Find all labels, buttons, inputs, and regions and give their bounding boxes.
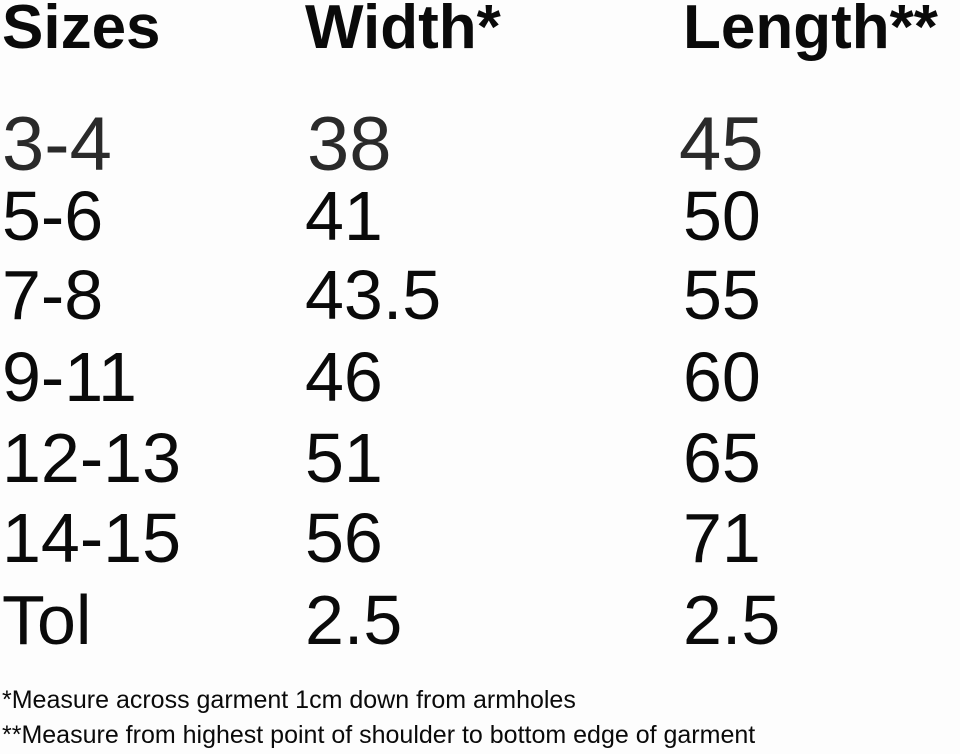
width-cell: 2.5 <box>305 581 403 659</box>
size-cell: 12-13 <box>2 419 182 497</box>
width-cell: 46 <box>305 338 383 416</box>
length-cell: 60 <box>683 338 761 416</box>
size-cell: 3-4 <box>2 102 112 187</box>
size-cell: Tol <box>2 581 92 659</box>
header-width: Width* <box>305 0 501 62</box>
header-length: Length** <box>683 0 938 62</box>
size-cell: 5-6 <box>2 177 104 255</box>
length-cell: 71 <box>683 499 761 577</box>
size-cell: 9-11 <box>2 338 137 416</box>
footnote-width: *Measure across garment 1cm down from ar… <box>2 686 576 714</box>
length-cell: 2.5 <box>683 581 781 659</box>
width-cell: 38 <box>307 102 392 187</box>
width-cell: 41 <box>305 177 383 255</box>
size-cell: 7-8 <box>2 256 104 334</box>
header-sizes: Sizes <box>2 0 161 62</box>
length-cell: 55 <box>683 256 761 334</box>
width-cell: 43.5 <box>305 256 442 334</box>
length-cell: 45 <box>679 102 764 187</box>
footnote-length: **Measure from highest point of shoulder… <box>2 721 756 749</box>
width-cell: 56 <box>305 499 383 577</box>
length-cell: 65 <box>683 419 761 497</box>
size-cell: 14-15 <box>2 499 182 577</box>
length-cell: 50 <box>683 177 761 255</box>
width-cell: 51 <box>305 419 383 497</box>
